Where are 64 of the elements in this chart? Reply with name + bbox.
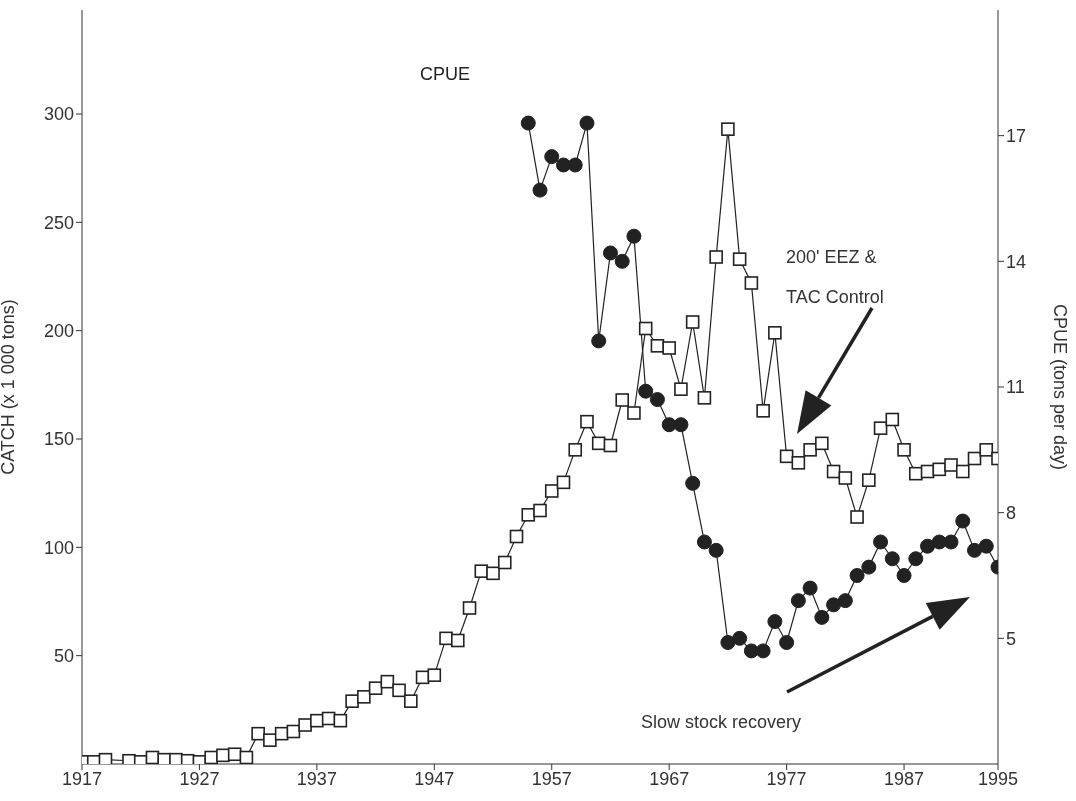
x-tick-label: 1947 — [414, 768, 455, 789]
point — [790, 593, 806, 609]
y-tick-label: 250 — [43, 212, 74, 233]
point — [591, 333, 607, 349]
point — [767, 614, 783, 630]
y-axis-title: CATCH (x 1 000 tons) — [0, 299, 19, 475]
point — [544, 149, 560, 165]
y2-axis-title: CPUE (tons per day) — [1049, 303, 1070, 471]
point — [532, 182, 548, 198]
y2-tick-label: 17 — [1006, 126, 1027, 147]
y2-tick-label: 8 — [1006, 503, 1017, 524]
point — [708, 542, 724, 558]
point — [896, 568, 912, 583]
point — [673, 417, 689, 433]
point — [849, 568, 865, 583]
point — [955, 513, 971, 529]
point — [555, 157, 571, 173]
x-tick-label: 1977 — [766, 768, 807, 789]
point — [520, 115, 536, 131]
y2-tick-label: 11 — [1006, 377, 1025, 398]
point — [931, 534, 947, 550]
point — [579, 115, 595, 131]
x-tick-label: 1927 — [179, 768, 220, 789]
y-tick-label: 300 — [43, 104, 74, 125]
point — [649, 392, 665, 408]
point — [626, 228, 642, 244]
x-tick-label: 1957 — [531, 768, 572, 789]
point — [943, 534, 959, 550]
y-tick-label: 50 — [53, 646, 74, 667]
y2-tick-label: 14 — [1006, 251, 1027, 272]
point — [685, 475, 701, 491]
point — [884, 551, 900, 567]
annotation: Slow stock recovery — [641, 711, 803, 734]
x-tick-label: 1967 — [649, 768, 690, 789]
text: CPUE — [420, 64, 471, 85]
point — [638, 383, 654, 399]
point — [837, 593, 853, 609]
point — [732, 630, 748, 646]
point — [861, 559, 877, 575]
point — [873, 534, 889, 550]
point — [967, 542, 983, 558]
y2-tick-label: 5 — [1006, 628, 1017, 649]
annotation: 200' EEZ & TAC Control — [786, 246, 885, 309]
x-tick-label: 1995 — [977, 768, 1019, 789]
point — [720, 635, 736, 651]
point — [802, 580, 818, 596]
point — [743, 643, 759, 659]
point — [779, 635, 795, 651]
point — [567, 157, 583, 173]
point — [814, 609, 830, 625]
point — [755, 643, 771, 659]
x-tick-label: 1917 — [61, 768, 103, 789]
point — [920, 538, 936, 554]
point — [602, 245, 618, 261]
y-tick-label: 100 — [43, 537, 74, 558]
point — [614, 253, 630, 269]
point — [978, 538, 994, 554]
point — [826, 597, 842, 613]
point — [696, 534, 712, 550]
y-tick-label: 150 — [43, 429, 74, 450]
x-tick-label: 1937 — [296, 768, 337, 789]
y-tick-label: 200 — [43, 321, 74, 342]
x-tick-label: 1987 — [884, 768, 925, 789]
point — [908, 551, 924, 567]
